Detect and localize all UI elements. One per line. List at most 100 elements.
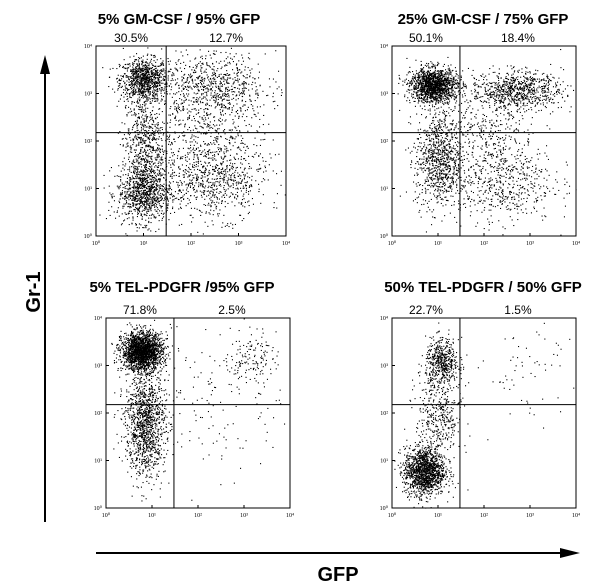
event-dot	[145, 134, 147, 136]
event-dot	[141, 116, 143, 118]
event-dot	[200, 67, 202, 69]
event-dot	[182, 189, 184, 191]
event-dot	[122, 187, 124, 189]
event-dot	[149, 146, 151, 148]
event-dot	[178, 135, 180, 137]
event-dot	[149, 203, 151, 205]
event-dot	[143, 76, 145, 78]
event-dot	[231, 129, 233, 131]
event-dot	[414, 97, 416, 99]
event-dot	[431, 79, 433, 81]
event-dot	[161, 89, 163, 91]
event-dot	[117, 89, 119, 91]
event-dot	[459, 92, 461, 94]
event-dot	[160, 69, 162, 71]
event-dot	[243, 84, 245, 86]
event-dot	[134, 83, 136, 85]
event-dot	[273, 207, 275, 209]
event-dot	[135, 134, 137, 136]
event-dot	[133, 92, 135, 94]
event-dot	[227, 86, 229, 88]
event-dot	[417, 73, 419, 75]
event-dot	[154, 113, 156, 115]
event-dot	[413, 85, 415, 87]
event-dot	[219, 89, 221, 91]
event-dot	[160, 175, 162, 177]
event-dot	[214, 143, 216, 145]
event-dot	[158, 80, 160, 82]
event-dot	[426, 81, 428, 83]
event-dot	[428, 76, 430, 78]
event-dot	[192, 129, 194, 131]
event-dot	[142, 177, 144, 179]
event-dot	[164, 92, 166, 94]
event-dot	[250, 104, 252, 106]
event-dot	[159, 181, 161, 183]
event-dot	[122, 92, 124, 94]
event-dot	[120, 94, 122, 96]
event-dot	[151, 80, 153, 82]
event-dot	[157, 80, 159, 82]
event-dot	[224, 65, 226, 67]
event-dot	[454, 67, 456, 69]
event-dot	[143, 89, 145, 91]
event-dot	[147, 83, 149, 85]
event-dot	[231, 137, 233, 139]
event-dot	[235, 79, 237, 81]
event-dot	[214, 82, 216, 84]
event-dot	[237, 80, 239, 82]
event-dot	[144, 76, 146, 78]
event-dot	[188, 126, 190, 128]
event-dot	[203, 82, 205, 84]
event-dot	[142, 178, 144, 180]
event-dot	[143, 78, 145, 80]
event-dot	[134, 178, 136, 180]
event-dot	[151, 201, 153, 203]
event-dot	[163, 76, 165, 78]
event-dot	[242, 90, 244, 92]
event-dot	[213, 50, 215, 52]
event-dot	[193, 135, 195, 137]
event-dot	[222, 179, 224, 181]
event-dot	[276, 173, 278, 175]
event-dot	[180, 51, 182, 53]
event-dot	[231, 88, 233, 90]
event-dot	[134, 198, 136, 200]
event-dot	[147, 70, 149, 72]
event-dot	[135, 172, 137, 174]
event-dot	[454, 80, 456, 82]
event-dot	[211, 90, 213, 92]
event-dot	[135, 166, 137, 168]
event-dot	[146, 78, 148, 80]
event-dot	[258, 168, 260, 170]
event-dot	[224, 92, 226, 94]
event-dot	[214, 96, 216, 98]
event-dot	[129, 177, 131, 179]
event-dot	[442, 80, 444, 82]
event-dot	[250, 72, 252, 74]
event-dot	[253, 110, 255, 112]
event-dot	[146, 194, 148, 196]
event-dot	[204, 176, 206, 178]
event-dot	[182, 88, 184, 90]
event-dot	[134, 210, 136, 212]
event-dot	[198, 184, 200, 186]
event-dot	[239, 214, 241, 216]
event-dot	[140, 173, 142, 175]
event-dot	[135, 186, 137, 188]
event-dot	[229, 154, 231, 156]
event-dot	[158, 79, 160, 81]
event-dot	[154, 189, 156, 191]
event-dot	[177, 70, 179, 72]
event-dot	[202, 89, 204, 91]
event-dot	[157, 208, 159, 210]
event-dot	[142, 188, 144, 190]
events-layer	[99, 47, 286, 236]
event-dot	[247, 201, 249, 203]
event-dot	[136, 82, 138, 84]
event-dot	[212, 200, 214, 202]
event-dot	[251, 155, 253, 157]
event-dot	[135, 178, 137, 180]
event-dot	[137, 123, 139, 125]
event-dot	[136, 86, 138, 88]
